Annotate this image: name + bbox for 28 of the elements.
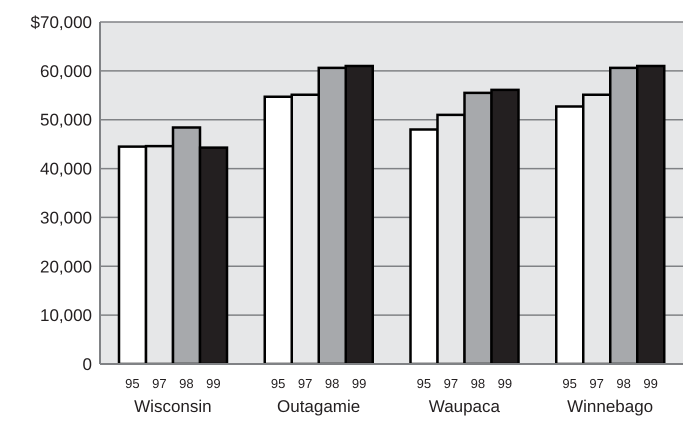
series-label: 99 bbox=[206, 376, 221, 391]
series-label: 97 bbox=[152, 376, 167, 391]
x-tick-label: Winnebago bbox=[567, 397, 654, 416]
y-tick-label: 40,000 bbox=[40, 160, 92, 179]
x-tick-label: Wisconsin bbox=[134, 397, 212, 416]
text: 95 bbox=[562, 376, 577, 391]
text: 97 bbox=[589, 376, 604, 391]
y-tick-label: 30,000 bbox=[40, 208, 92, 228]
text: 97 bbox=[444, 376, 458, 391]
text: 98 bbox=[324, 376, 340, 391]
text: 95 bbox=[416, 376, 432, 391]
x-tick-label: Waupaca bbox=[428, 397, 501, 416]
y-tick-label: 10,000 bbox=[40, 306, 92, 326]
y-tick-label: 20,000 bbox=[40, 257, 92, 276]
series-label: 98 bbox=[179, 376, 194, 391]
text: 98 bbox=[616, 376, 631, 391]
text: 99 bbox=[643, 376, 658, 391]
y-tick-label: 50,000 bbox=[40, 110, 92, 130]
text: 97 bbox=[298, 376, 312, 391]
text: 98 bbox=[470, 376, 486, 391]
y-tick-label: 0 bbox=[82, 355, 92, 374]
text: 99 bbox=[498, 376, 512, 391]
x-tick-label: Outagamie bbox=[277, 397, 360, 416]
text: 95 bbox=[270, 376, 286, 391]
y-tick-label: 60,000 bbox=[40, 62, 92, 81]
series-label: 95 bbox=[125, 376, 140, 391]
y-tick-label: $70,000 bbox=[30, 13, 92, 32]
text: 99 bbox=[352, 376, 366, 391]
